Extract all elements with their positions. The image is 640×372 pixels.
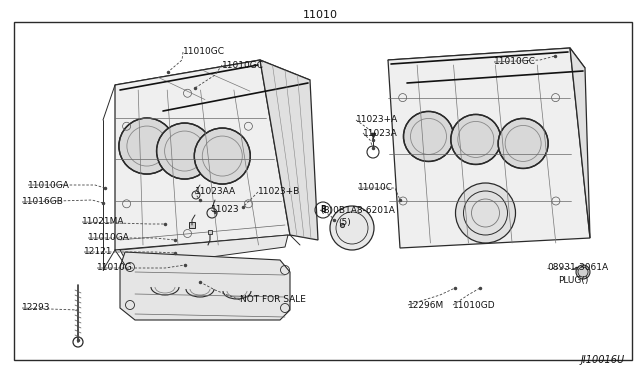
Text: (B)0B1A8-6201A: (B)0B1A8-6201A bbox=[320, 205, 395, 215]
Circle shape bbox=[498, 118, 548, 169]
Text: 11010G: 11010G bbox=[97, 263, 132, 273]
Text: B: B bbox=[320, 205, 326, 215]
Circle shape bbox=[330, 206, 374, 250]
Text: 11010: 11010 bbox=[303, 10, 337, 20]
Polygon shape bbox=[115, 60, 310, 108]
Text: 11010GA: 11010GA bbox=[88, 234, 130, 243]
Text: 12121: 12121 bbox=[84, 247, 113, 257]
Circle shape bbox=[195, 128, 250, 184]
Circle shape bbox=[451, 115, 501, 164]
Text: PLUG(): PLUG() bbox=[558, 276, 588, 285]
Polygon shape bbox=[388, 48, 585, 80]
Text: 11010GC: 11010GC bbox=[183, 48, 225, 57]
Text: 11023A: 11023A bbox=[363, 128, 397, 138]
Polygon shape bbox=[388, 48, 590, 248]
Text: 11010GD: 11010GD bbox=[453, 301, 495, 310]
Text: 11021MA: 11021MA bbox=[82, 218, 125, 227]
Text: (5): (5) bbox=[338, 218, 351, 227]
Polygon shape bbox=[260, 60, 318, 240]
Text: 11010C: 11010C bbox=[358, 183, 393, 192]
Text: 11023+B: 11023+B bbox=[258, 187, 300, 196]
Text: 11023+A: 11023+A bbox=[356, 115, 398, 125]
Text: NOT FOR SALE: NOT FOR SALE bbox=[240, 295, 306, 305]
Text: JI10016U: JI10016U bbox=[581, 355, 625, 365]
Text: 11023AA: 11023AA bbox=[195, 187, 236, 196]
Text: 11010GC: 11010GC bbox=[494, 58, 536, 67]
Circle shape bbox=[403, 112, 454, 161]
Text: 12293: 12293 bbox=[22, 304, 51, 312]
Polygon shape bbox=[120, 235, 288, 268]
Polygon shape bbox=[115, 60, 290, 250]
Circle shape bbox=[157, 123, 212, 179]
Text: 11023: 11023 bbox=[211, 205, 239, 215]
Text: 11010GA: 11010GA bbox=[28, 180, 70, 189]
Text: 11010GC: 11010GC bbox=[222, 61, 264, 70]
Polygon shape bbox=[120, 252, 290, 320]
Text: 08931-3061A: 08931-3061A bbox=[547, 263, 608, 273]
Circle shape bbox=[456, 183, 515, 243]
Polygon shape bbox=[570, 48, 590, 238]
Text: 11016GB: 11016GB bbox=[22, 198, 64, 206]
Circle shape bbox=[119, 118, 175, 174]
Text: 12296M: 12296M bbox=[408, 301, 444, 310]
Circle shape bbox=[576, 265, 590, 279]
